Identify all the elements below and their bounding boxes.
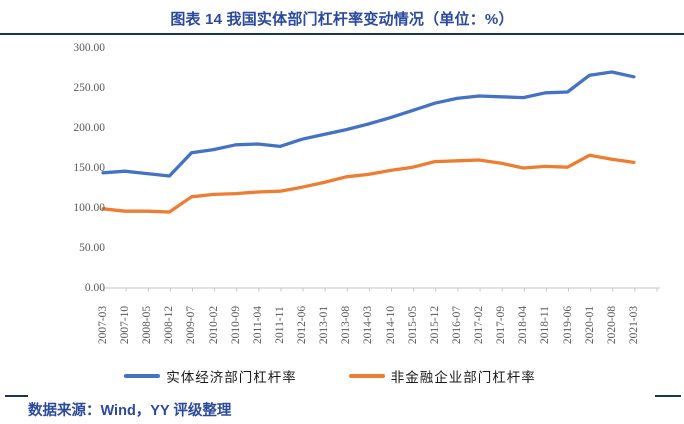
- y-axis-tick-label: 150.00: [73, 161, 105, 174]
- y-axis-tick-label: 0.00: [84, 281, 105, 294]
- y-axis-tick-label: 250.00: [73, 81, 105, 94]
- plot-svg: [101, 70, 660, 292]
- leverage-line-chart: 0.00 50.00 100.00 150.00 200.00 250.00 300.00 2…: [0, 40, 684, 360]
- legend-label-real-economy: 实体经济部门杠杆率: [166, 370, 297, 385]
- data-source-note: 数据来源：Wind，YY 评级整理: [28, 403, 232, 419]
- chart-legend: 实体经济部门杠杆率 非金融企业部门杠杆率: [0, 364, 660, 388]
- y-axis-tick-label: 50.00: [79, 241, 105, 254]
- series-line-0: [101, 70, 636, 178]
- legend-label-nonfinancial-corporate: 非金融企业部门杠杆率: [390, 370, 536, 385]
- y-axis-tick-label: 100.00: [73, 201, 105, 214]
- title-rule: [0, 33, 684, 35]
- y-axis-tick-label: 200.00: [73, 121, 105, 134]
- footer-rule-left: [5, 395, 28, 397]
- legend-swatch-orange-line: [348, 374, 385, 378]
- legend-swatch-blue-line: [124, 374, 161, 378]
- footer-rule-right: [655, 395, 681, 397]
- figure-title: 图表 14 我国实体部门杠杆率变动情况（单位：%）: [170, 11, 514, 28]
- legend-item-nonfinancial-corporate: 非金融企业部门杠杆率: [348, 366, 536, 386]
- y-axis-tick-label: 300.00: [73, 41, 105, 54]
- legend-item-real-economy: 实体经济部门杠杆率: [124, 366, 297, 386]
- series-line-1: [101, 153, 636, 214]
